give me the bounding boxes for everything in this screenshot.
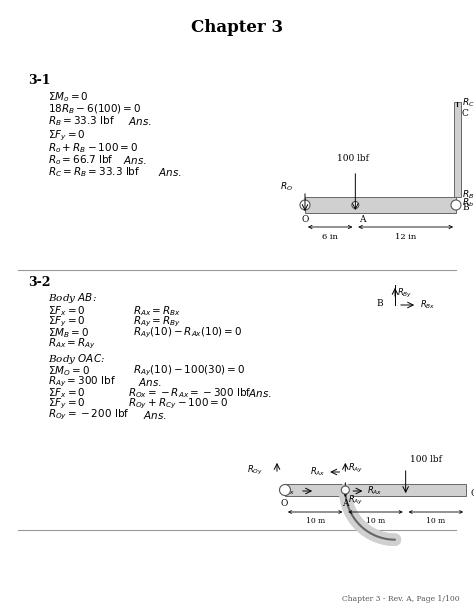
Circle shape <box>300 200 310 210</box>
Text: $R_C = R_B = 33.3\ \rm{lbf}$: $R_C = R_B = 33.3\ \rm{lbf}$ <box>48 165 140 179</box>
Text: $R_{Ay} = R_{By}$: $R_{Ay} = R_{By}$ <box>133 315 181 329</box>
Text: B: B <box>462 202 469 211</box>
Text: $\Sigma F_y = 0$: $\Sigma F_y = 0$ <box>48 397 86 411</box>
Text: $\Sigma F_x = 0$: $\Sigma F_x = 0$ <box>48 304 86 318</box>
Text: $R_o = 66.7\ \rm{lbf}$: $R_o = 66.7\ \rm{lbf}$ <box>48 153 114 167</box>
Text: $R_{Ay}$: $R_{Ay}$ <box>348 493 364 506</box>
Text: Body $OAC$:: Body $OAC$: <box>48 352 105 366</box>
Text: $R_b$: $R_b$ <box>462 197 474 209</box>
Text: $\Sigma M_o = 0$: $\Sigma M_o = 0$ <box>48 90 89 104</box>
Bar <box>285 484 466 496</box>
Text: $\Sigma M_B = 0$: $\Sigma M_B = 0$ <box>48 326 90 340</box>
Text: B: B <box>376 299 383 308</box>
Text: $R_{Ay}$: $R_{Ay}$ <box>348 462 364 474</box>
Text: $\it{Ans.}$: $\it{Ans.}$ <box>158 166 182 178</box>
Text: $18R_B - 6(100) = 0$: $18R_B - 6(100) = 0$ <box>48 102 142 116</box>
Text: $\it{Ans.}$: $\it{Ans.}$ <box>143 409 167 421</box>
Text: $R_{Ox}$: $R_{Ox}$ <box>279 485 295 497</box>
Text: $R_{Ax} = R_{Bx}$: $R_{Ax} = R_{Bx}$ <box>133 304 181 318</box>
Text: $\Sigma F_y = 0$: $\Sigma F_y = 0$ <box>48 315 86 329</box>
Text: $R_{Ax}$: $R_{Ax}$ <box>367 485 383 497</box>
Text: 6 in: 6 in <box>322 233 338 241</box>
Text: $\it{Ans.}$: $\it{Ans.}$ <box>128 115 152 127</box>
Text: $R_{Oy}$: $R_{Oy}$ <box>247 463 263 476</box>
Text: C: C <box>471 490 474 498</box>
Text: 100 lbf: 100 lbf <box>337 154 369 163</box>
Text: O: O <box>280 500 288 509</box>
Text: $\it{Ans.}$: $\it{Ans.}$ <box>138 376 162 388</box>
Text: 100 lbf: 100 lbf <box>410 455 442 465</box>
Text: $R_{Ax}$: $R_{Ax}$ <box>310 466 325 478</box>
Text: $\Sigma F_y = 0$: $\Sigma F_y = 0$ <box>48 129 86 143</box>
Circle shape <box>280 484 291 495</box>
Text: 3-1: 3-1 <box>28 74 51 86</box>
Text: $R_{Ay}(10) - R_{Ax}(10) = 0$: $R_{Ay}(10) - R_{Ax}(10) = 0$ <box>133 326 243 340</box>
Text: O: O <box>301 215 309 224</box>
Text: $R_{Ay}(10) - 100(30) = 0$: $R_{Ay}(10) - 100(30) = 0$ <box>133 364 246 378</box>
Text: A: A <box>359 215 366 224</box>
Bar <box>305 197 456 213</box>
Text: $R_{By}$: $R_{By}$ <box>397 286 412 300</box>
Text: Chapter 3 - Rev. A, Page 1/100: Chapter 3 - Rev. A, Page 1/100 <box>342 595 460 603</box>
Text: $R_{Ax} = R_{Ay}$: $R_{Ax} = R_{Ay}$ <box>48 337 96 351</box>
Circle shape <box>451 200 461 210</box>
Text: $\Sigma M_O = 0$: $\Sigma M_O = 0$ <box>48 364 90 378</box>
Text: $R_O$: $R_O$ <box>280 181 293 193</box>
Text: 10 m: 10 m <box>306 517 325 525</box>
Text: $\it{Ans.}$: $\it{Ans.}$ <box>123 154 147 166</box>
Text: Chapter 3: Chapter 3 <box>191 20 283 37</box>
Text: $R_o + R_B - 100 = 0$: $R_o + R_B - 100 = 0$ <box>48 141 138 155</box>
Text: 10 m: 10 m <box>426 517 446 525</box>
Text: $R_{Oy} = -200\ \rm{lbf}$: $R_{Oy} = -200\ \rm{lbf}$ <box>48 408 129 422</box>
Text: $R_{Ox} = -R_{Ax} = -300\ \rm{lbf}$: $R_{Ox} = -R_{Ax} = -300\ \rm{lbf}$ <box>128 386 252 400</box>
Text: $\it{Ans.}$: $\it{Ans.}$ <box>248 387 272 399</box>
Text: 12 in: 12 in <box>395 233 416 241</box>
Text: $R_{Bx}$: $R_{Bx}$ <box>420 299 436 311</box>
Text: $R_B$: $R_B$ <box>462 189 474 201</box>
Text: C: C <box>462 109 469 118</box>
Text: $R_B = 33.3\ \rm{lbf}$: $R_B = 33.3\ \rm{lbf}$ <box>48 114 115 128</box>
Text: A: A <box>342 500 348 509</box>
Text: $R_{Ay} = 300\ \rm{lbf}$: $R_{Ay} = 300\ \rm{lbf}$ <box>48 375 116 389</box>
Bar <box>454 102 461 197</box>
Text: 3-2: 3-2 <box>28 276 51 289</box>
Text: 10 m: 10 m <box>366 517 385 525</box>
Circle shape <box>352 202 359 208</box>
Circle shape <box>341 486 349 494</box>
Text: $\Sigma F_x = 0$: $\Sigma F_x = 0$ <box>48 386 86 400</box>
Text: Body $AB$:: Body $AB$: <box>48 291 97 305</box>
Text: $R_{Oy} + R_{Cy} - 100 = 0$: $R_{Oy} + R_{Cy} - 100 = 0$ <box>128 397 228 411</box>
Text: $R_C$: $R_C$ <box>462 97 474 109</box>
